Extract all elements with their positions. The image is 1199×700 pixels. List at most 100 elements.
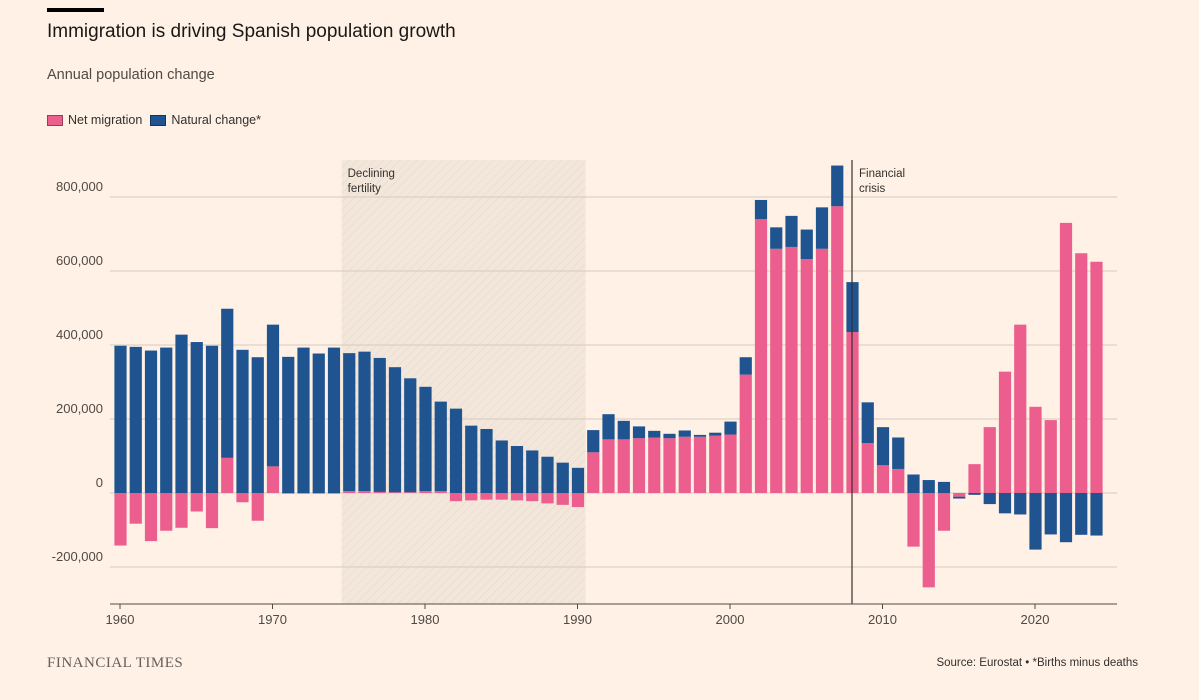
chart-area: -200,000 0 200,000 400,000 600,000 800,000 De… <box>52 160 1117 627</box>
bar-natural-change-2013 <box>922 480 935 493</box>
legend-item-natural-change: Natural change* <box>150 113 261 127</box>
legend-swatch-net-migration <box>47 114 63 126</box>
bar-natural-change-2007 <box>831 165 844 207</box>
bar-natural-change-2012 <box>907 474 920 493</box>
bar-net-migration-2023 <box>1075 253 1088 493</box>
bar-net-migration-1961 <box>129 493 142 524</box>
y-tick-label: 200,000 <box>56 401 103 416</box>
bar-net-migration-1996 <box>663 438 676 493</box>
y-tick-label: -200,000 <box>52 549 103 564</box>
legend-swatch-natural-change <box>150 114 167 126</box>
bar-net-migration-1971 <box>282 493 295 494</box>
bar-natural-change-1973 <box>312 353 325 493</box>
bar-net-migration-1977 <box>373 491 386 493</box>
bar-natural-change-1960 <box>114 345 127 493</box>
bar-natural-change-1988 <box>541 456 554 493</box>
bar-net-migration-1967 <box>221 457 234 493</box>
bar-net-migration-2017 <box>983 427 996 493</box>
bar-net-migration-2022 <box>1059 222 1073 493</box>
bar-natural-change-2009 <box>861 402 874 444</box>
bar-net-migration-2009 <box>861 443 874 493</box>
bar-net-migration-1993 <box>617 439 630 493</box>
bar-natural-change-1978 <box>388 367 402 493</box>
x-axis: 1960 1970 1980 1990 2000 2010 2020 <box>106 603 1117 627</box>
bars-group <box>114 165 1103 588</box>
annotation-label-financial-crisis: crisis <box>859 183 885 195</box>
bar-net-migration-1982 <box>449 493 463 502</box>
y-tick-label: 400,000 <box>56 327 103 342</box>
bar-natural-change-2023 <box>1075 493 1088 535</box>
ft-brand-logo: FINANCIAL TIMES <box>47 655 184 671</box>
bar-net-migration-1998 <box>693 436 707 493</box>
x-tick-label: 1980 <box>411 612 440 627</box>
bar-net-migration-2016 <box>968 464 981 493</box>
header-rule <box>47 8 104 12</box>
bar-natural-change-1991 <box>587 430 600 453</box>
bar-net-migration-1988 <box>541 493 554 504</box>
bar-net-migration-2012 <box>907 493 920 547</box>
source-note: Source: Eurostat • *Births minus deaths <box>936 657 1138 669</box>
bar-natural-change-1967 <box>221 308 234 458</box>
bar-natural-change-1972 <box>297 347 310 493</box>
bar-natural-change-2021 <box>1044 493 1057 535</box>
bar-net-migration-2003 <box>770 248 783 493</box>
annotation-label-financial-crisis: Financial <box>859 168 905 180</box>
bar-natural-change-2002 <box>754 199 768 220</box>
bar-natural-change-1964 <box>175 334 188 493</box>
bar-net-migration-1997 <box>678 436 691 493</box>
bar-natural-change-2022 <box>1059 493 1073 543</box>
bar-natural-change-2000 <box>724 421 737 435</box>
bar-net-migration-1963 <box>160 493 173 531</box>
bar-net-migration-1990 <box>571 493 585 508</box>
bar-natural-change-1965 <box>190 342 203 493</box>
bar-net-migration-2024 <box>1090 261 1103 493</box>
bar-net-migration-1972 <box>297 493 310 494</box>
bar-net-migration-1965 <box>190 493 203 512</box>
bar-natural-change-2015 <box>953 496 966 499</box>
legend-item-net-migration: Net migration <box>47 113 142 127</box>
bar-net-migration-2010 <box>876 465 890 493</box>
bar-natural-change-1980 <box>419 386 432 492</box>
bar-natural-change-1986 <box>510 446 524 493</box>
bar-natural-change-1992 <box>602 414 615 440</box>
bar-natural-change-2006 <box>815 207 829 249</box>
bar-net-migration-2011 <box>892 468 905 493</box>
bar-net-migration-1978 <box>388 492 402 493</box>
bar-net-migration-2014 <box>937 493 951 531</box>
bar-natural-change-1985 <box>495 440 508 493</box>
bar-net-migration-1985 <box>495 493 508 500</box>
bar-natural-change-1974 <box>327 347 341 493</box>
bar-natural-change-2003 <box>770 227 783 249</box>
bar-net-migration-2020 <box>1029 406 1042 493</box>
bar-net-migration-1970 <box>266 466 280 493</box>
bar-natural-change-1977 <box>373 357 386 492</box>
legend-label-natural-change: Natural change* <box>171 113 261 127</box>
bar-net-migration-2004 <box>785 246 798 493</box>
bar-natural-change-1969 <box>251 357 264 493</box>
bar-net-migration-1992 <box>602 439 615 493</box>
bar-net-migration-1960 <box>114 493 127 546</box>
x-tick-label: 2020 <box>1021 612 1050 627</box>
bar-natural-change-2014 <box>937 481 951 493</box>
bar-natural-change-2001 <box>739 357 752 375</box>
bar-net-migration-2018 <box>998 371 1012 493</box>
bar-natural-change-1961 <box>129 346 142 493</box>
bar-net-migration-1986 <box>510 493 524 501</box>
bar-natural-change-1981 <box>434 401 447 492</box>
bar-net-migration-1995 <box>648 437 661 493</box>
bar-net-migration-2002 <box>754 219 768 493</box>
bar-natural-change-1996 <box>663 433 676 439</box>
bar-natural-change-2016 <box>968 493 981 495</box>
bar-natural-change-1982 <box>449 408 463 493</box>
bar-net-migration-1984 <box>480 493 493 500</box>
bar-natural-change-2005 <box>800 229 813 260</box>
bar-natural-change-1971 <box>282 356 295 493</box>
x-tick-label: 1990 <box>563 612 592 627</box>
bar-natural-change-1970 <box>266 324 280 467</box>
x-tick-label: 2010 <box>868 612 897 627</box>
bar-net-migration-1994 <box>632 438 646 493</box>
bar-net-migration-1999 <box>709 435 722 493</box>
y-tick-label: 800,000 <box>56 179 103 194</box>
bar-net-migration-1980 <box>419 491 432 493</box>
bar-net-migration-1979 <box>404 492 417 493</box>
